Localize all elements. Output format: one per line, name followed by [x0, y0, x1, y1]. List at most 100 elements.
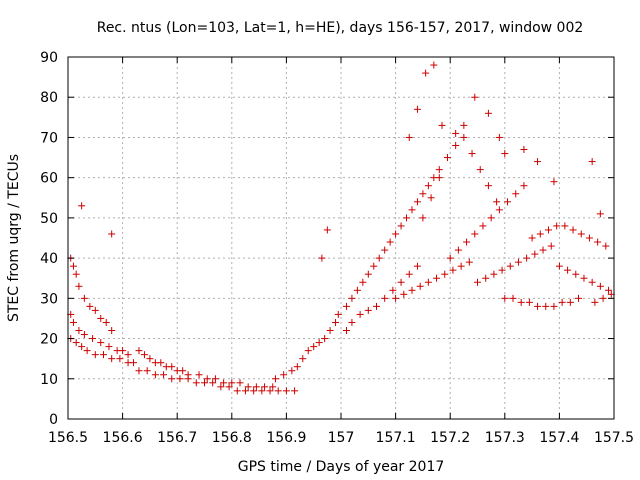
data-point [397, 222, 405, 230]
data-point [105, 343, 113, 351]
data-point [572, 270, 580, 278]
data-point [72, 339, 80, 347]
y-axis-label: STEC from uqrg / TECUs [6, 154, 22, 322]
data-point [523, 254, 531, 262]
data-point [484, 109, 492, 117]
data-point [293, 363, 301, 371]
x-tick-label: 156.6 [103, 430, 143, 446]
data-point [359, 278, 367, 286]
data-point [531, 250, 539, 258]
y-tick-label: 50 [40, 211, 58, 227]
x-tick-label: 156.8 [212, 430, 252, 446]
data-point [435, 166, 443, 174]
data-point [353, 286, 361, 294]
data-point [217, 383, 225, 391]
data-point [372, 302, 380, 310]
data-point [269, 383, 277, 391]
data-point [498, 266, 506, 274]
data-point [291, 387, 299, 395]
data-point [364, 270, 372, 278]
data-point [501, 294, 509, 302]
x-tick-label: 157.5 [594, 430, 634, 446]
data-point [299, 355, 307, 363]
data-point [591, 298, 599, 306]
data-point [400, 290, 408, 298]
data-point [124, 351, 132, 359]
data-point [555, 262, 563, 270]
data-point [342, 327, 350, 335]
data-point [228, 379, 236, 387]
data-point [539, 246, 547, 254]
data-point [441, 270, 449, 278]
data-point [304, 347, 312, 355]
data-point [596, 282, 604, 290]
data-point [348, 318, 356, 326]
data-point [323, 226, 331, 234]
data-point [146, 355, 154, 363]
data-point [348, 294, 356, 302]
y-tick-label: 60 [40, 171, 58, 187]
data-point [89, 335, 97, 343]
data-point [577, 230, 585, 238]
data-point [468, 150, 476, 158]
data-point [596, 210, 604, 218]
data-point [334, 310, 342, 318]
data-point [250, 387, 258, 395]
data-point [356, 310, 364, 318]
data-point [504, 198, 512, 206]
data-point [321, 335, 329, 343]
data-point [517, 298, 525, 306]
y-tick-label: 30 [40, 291, 58, 307]
data-point [151, 371, 159, 379]
data-point [97, 314, 105, 322]
data-point [266, 387, 274, 395]
data-point [569, 226, 577, 234]
data-point [413, 105, 421, 113]
data-point [160, 371, 168, 379]
data-point [130, 359, 138, 367]
data-point [416, 282, 424, 290]
data-point [520, 146, 528, 154]
data-point [602, 242, 610, 250]
data-point [176, 375, 184, 383]
data-point [422, 69, 430, 77]
data-point [547, 242, 555, 250]
data-point [501, 150, 509, 158]
data-point [424, 278, 432, 286]
data-point [381, 246, 389, 254]
data-point [476, 166, 484, 174]
data-point [236, 379, 244, 387]
data-point [564, 266, 572, 274]
data-point [318, 254, 326, 262]
data-point [69, 262, 77, 270]
data-point [78, 343, 86, 351]
data-point [443, 154, 451, 162]
data-point [326, 327, 334, 335]
data-point [457, 262, 465, 270]
data-point [241, 387, 249, 395]
data-point [99, 351, 107, 359]
data-point [520, 182, 528, 190]
data-point [220, 379, 228, 387]
data-point [482, 274, 490, 282]
data-point [69, 318, 77, 326]
data-point [184, 375, 192, 383]
x-tick-label: 157.1 [376, 430, 416, 446]
data-point [75, 327, 83, 335]
data-points [67, 61, 615, 395]
data-point [525, 298, 533, 306]
data-point [528, 234, 536, 242]
data-point [534, 158, 542, 166]
data-point [392, 294, 400, 302]
data-point [536, 230, 544, 238]
data-point [72, 270, 80, 278]
data-point [261, 383, 269, 391]
data-point [487, 214, 495, 222]
data-point [433, 274, 441, 282]
y-tick-label: 70 [40, 130, 58, 146]
data-point [408, 286, 416, 294]
data-point [506, 262, 514, 270]
data-point [430, 61, 438, 69]
data-point [566, 298, 574, 306]
